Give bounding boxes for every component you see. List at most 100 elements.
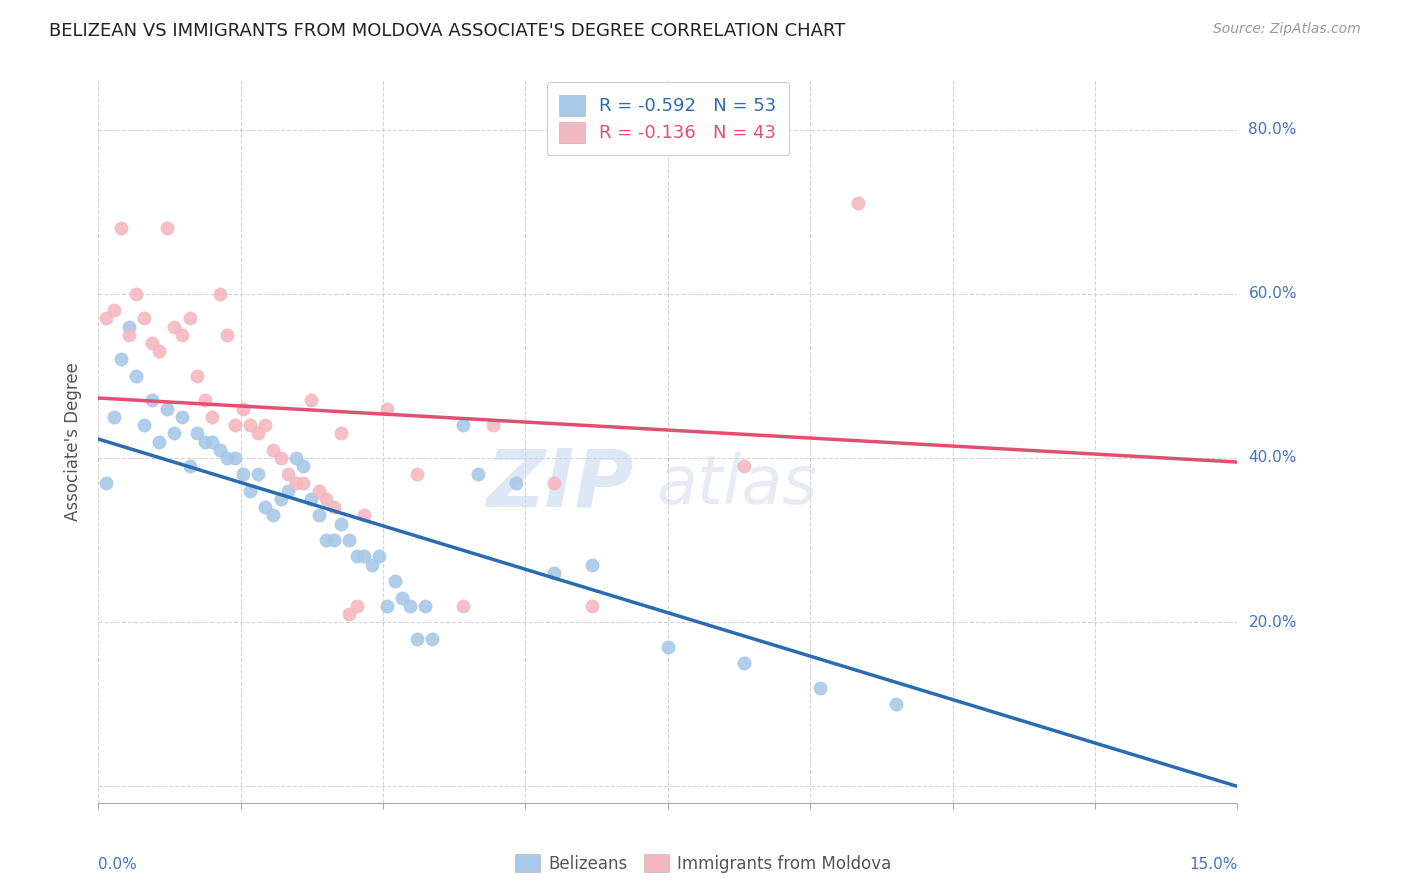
Point (406, 467, 429, 482)
Point (322, 500, 344, 515)
Point (277, 467, 299, 482)
Point (208, 442, 231, 457)
Text: 0.0%: 0.0% (98, 857, 138, 872)
Point (239, 418, 262, 433)
Point (224, 418, 246, 433)
Point (482, 418, 505, 433)
Point (884, 698, 907, 712)
Point (543, 475, 565, 490)
Point (299, 491, 322, 506)
Point (246, 426, 269, 441)
Point (232, 401, 254, 416)
Point (505, 475, 527, 490)
Point (148, 344, 170, 359)
Point (413, 599, 436, 613)
Text: 15.0%: 15.0% (1189, 857, 1237, 872)
Point (277, 483, 299, 498)
Text: 40.0%: 40.0% (1249, 450, 1296, 466)
Text: atlas: atlas (657, 452, 817, 518)
Point (94, 475, 117, 490)
Point (581, 599, 603, 613)
Point (232, 467, 254, 482)
Point (270, 450, 292, 465)
Point (254, 418, 277, 433)
Point (292, 459, 315, 474)
Point (270, 491, 292, 506)
Point (118, 319, 141, 334)
Point (118, 327, 141, 342)
Point (194, 393, 217, 408)
Point (156, 221, 179, 235)
Point (217, 327, 239, 342)
Point (308, 483, 330, 498)
Text: BELIZEAN VS IMMIGRANTS FROM MOLDOVA ASSOCIATE'S DEGREE CORRELATION CHART: BELIZEAN VS IMMIGRANTS FROM MOLDOVA ASSO… (49, 22, 845, 40)
Point (733, 459, 755, 474)
Text: Source: ZipAtlas.com: Source: ZipAtlas.com (1213, 22, 1361, 37)
Point (262, 508, 284, 523)
Point (254, 500, 277, 515)
Point (451, 418, 474, 433)
Point (186, 368, 208, 383)
Point (384, 574, 406, 588)
Point (239, 483, 262, 498)
Point (375, 599, 398, 613)
Point (733, 657, 755, 671)
Point (337, 607, 360, 621)
Point (846, 196, 869, 211)
Point (299, 393, 322, 408)
Point (94, 311, 117, 326)
Point (179, 459, 201, 474)
Point (103, 303, 125, 318)
Point (201, 409, 224, 424)
Text: ZIP: ZIP (486, 446, 634, 524)
Legend: Belizeans, Immigrants from Moldova: Belizeans, Immigrants from Moldova (508, 847, 898, 880)
Point (406, 632, 429, 646)
Point (337, 533, 360, 547)
Point (346, 599, 368, 613)
Point (308, 508, 330, 523)
Point (451, 599, 474, 613)
Point (422, 632, 444, 646)
Point (353, 549, 375, 564)
Point (201, 434, 224, 449)
Point (170, 327, 193, 342)
Point (284, 450, 307, 465)
Text: 80.0%: 80.0% (1249, 122, 1296, 137)
Point (808, 681, 831, 695)
Point (141, 393, 163, 408)
Point (163, 426, 186, 441)
Point (375, 401, 398, 416)
Point (179, 311, 201, 326)
Point (543, 566, 565, 580)
Point (353, 508, 375, 523)
Point (330, 426, 353, 441)
Point (103, 409, 125, 424)
Point (246, 467, 269, 482)
Point (360, 558, 382, 572)
Point (315, 491, 337, 506)
Point (330, 516, 353, 531)
Point (368, 549, 391, 564)
Point (110, 221, 132, 235)
Point (141, 336, 163, 351)
Point (156, 401, 179, 416)
Point (224, 450, 246, 465)
Point (186, 426, 208, 441)
Point (132, 311, 155, 326)
Point (125, 286, 148, 301)
Point (398, 599, 420, 613)
Point (194, 434, 217, 449)
Point (163, 319, 186, 334)
Point (657, 640, 679, 654)
Point (132, 418, 155, 433)
Point (346, 549, 368, 564)
Point (322, 533, 344, 547)
Point (284, 475, 307, 490)
Point (170, 409, 193, 424)
Point (110, 352, 132, 367)
Point (292, 475, 315, 490)
Point (391, 591, 413, 605)
Point (315, 533, 337, 547)
Point (262, 442, 284, 457)
Text: 20.0%: 20.0% (1249, 615, 1296, 630)
